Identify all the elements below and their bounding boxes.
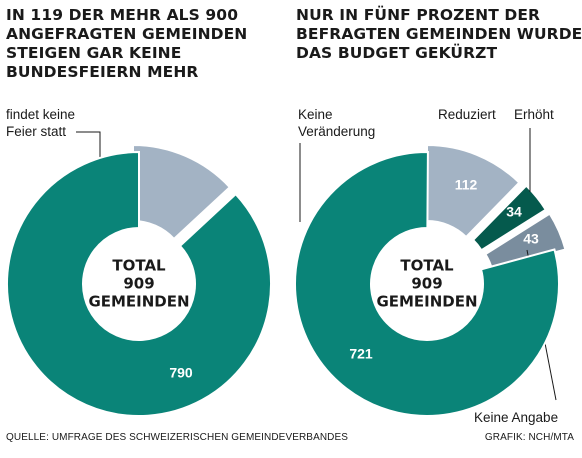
slice-1-1 xyxy=(132,143,232,241)
center-total-label: 909 xyxy=(123,275,154,293)
slice-value-label: 43 xyxy=(523,231,539,247)
slice-value-label: 34 xyxy=(506,204,522,220)
title-line: BUNDESFEIERN MEHR xyxy=(6,63,199,81)
center-total-label: TOTAL xyxy=(400,257,454,275)
title-line: DAS BUDGET GEKÜRZT xyxy=(296,44,498,62)
slice-category-label: Keine xyxy=(298,107,333,122)
center-total-label: 909 xyxy=(411,275,442,293)
slice-category-label: Erhöht xyxy=(514,107,554,122)
center-total-label: TOTAL xyxy=(112,257,166,275)
chart-title-right: NUR IN FÜNF PROZENT DER BEFRAGTEN GEMEIN… xyxy=(296,6,582,63)
slice-category-label: Feier statt xyxy=(6,124,66,139)
slice-2-2 xyxy=(471,184,548,252)
center-total-label: GEMEINDEN xyxy=(376,293,477,311)
title-line: BEFRAGTEN GEMEINDEN WURDE xyxy=(296,25,582,43)
slice-category-label: Reduziert xyxy=(438,107,496,122)
slice-category-label: findet keine xyxy=(6,107,75,122)
slice-1-2 xyxy=(6,150,272,417)
slice-2-4 xyxy=(294,151,560,417)
slice-category-label: Veränderung xyxy=(298,124,375,139)
title-line: IN 119 DER MEHR ALS 900 xyxy=(6,6,239,24)
title-line: NUR IN FÜNF PROZENT DER xyxy=(296,6,541,24)
slice-value-label: 112 xyxy=(455,177,478,193)
source-note: QUELLE: UMFRAGE DES SCHWEIZERISCHEN GEME… xyxy=(6,432,349,443)
slice-value-label: 721 xyxy=(349,346,373,362)
slice-2-1 xyxy=(426,143,521,239)
slice-category-label: Keine Angabe xyxy=(474,410,558,425)
leader-line xyxy=(76,131,101,160)
graphic-credit: GRAFIK: NCH/MTA xyxy=(484,432,574,443)
slice-value-label: 790 xyxy=(169,365,193,381)
chart-title-left: IN 119 DER MEHR ALS 900 ANGEFRAGTEN GEME… xyxy=(6,6,286,82)
center-total-label: GEMEINDEN xyxy=(88,293,189,311)
donut-chart-2: 112 Reduziert 34 Erhöht 43 Keine Angabe 721 Kei… xyxy=(294,107,567,425)
title-line: ANGEFRAGTEN GEMEINDEN xyxy=(6,25,248,43)
title-line: STEIGEN GAR KEINE xyxy=(6,44,182,62)
